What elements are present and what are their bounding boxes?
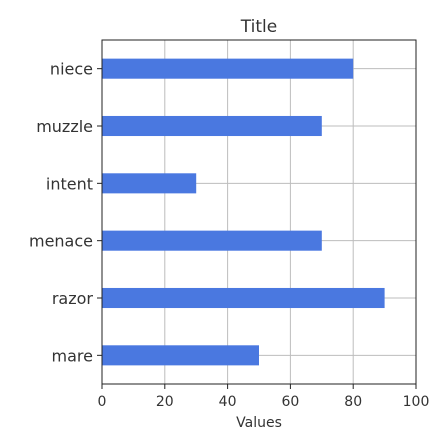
- chart-title: Title: [240, 17, 277, 37]
- bar-razor: [102, 287, 385, 309]
- plot-frame: [101, 39, 417, 385]
- bar-menace: [102, 230, 322, 251]
- x-tick-label-20: 20: [156, 394, 174, 410]
- x-tick-label-40: 40: [219, 394, 237, 410]
- category-label-muzzle: muzzle: [36, 117, 93, 136]
- bar-muzzle: [102, 115, 322, 137]
- bar-intent: [102, 173, 197, 194]
- x-tick-label-80: 80: [344, 394, 362, 410]
- bar-mare: [102, 345, 259, 366]
- bar-niece: [102, 58, 354, 79]
- x-tick-labels: 0 20 40 60 80 100: [98, 384, 430, 410]
- x-axis-label: Values: [236, 415, 282, 431]
- bars: [102, 58, 385, 366]
- gridlines: [101, 40, 417, 384]
- x-tick-label-100: 100: [403, 394, 430, 410]
- category-label-intent: intent: [46, 174, 93, 193]
- category-label-menace: menace: [29, 232, 93, 251]
- category-label-niece: niece: [50, 60, 93, 79]
- x-tick-label-60: 60: [281, 394, 299, 410]
- x-tick-label-0: 0: [98, 394, 107, 410]
- category-labels: mare razor menace intent muzzle niece: [29, 60, 102, 365]
- category-label-razor: razor: [52, 289, 94, 308]
- category-label-mare: mare: [52, 346, 93, 365]
